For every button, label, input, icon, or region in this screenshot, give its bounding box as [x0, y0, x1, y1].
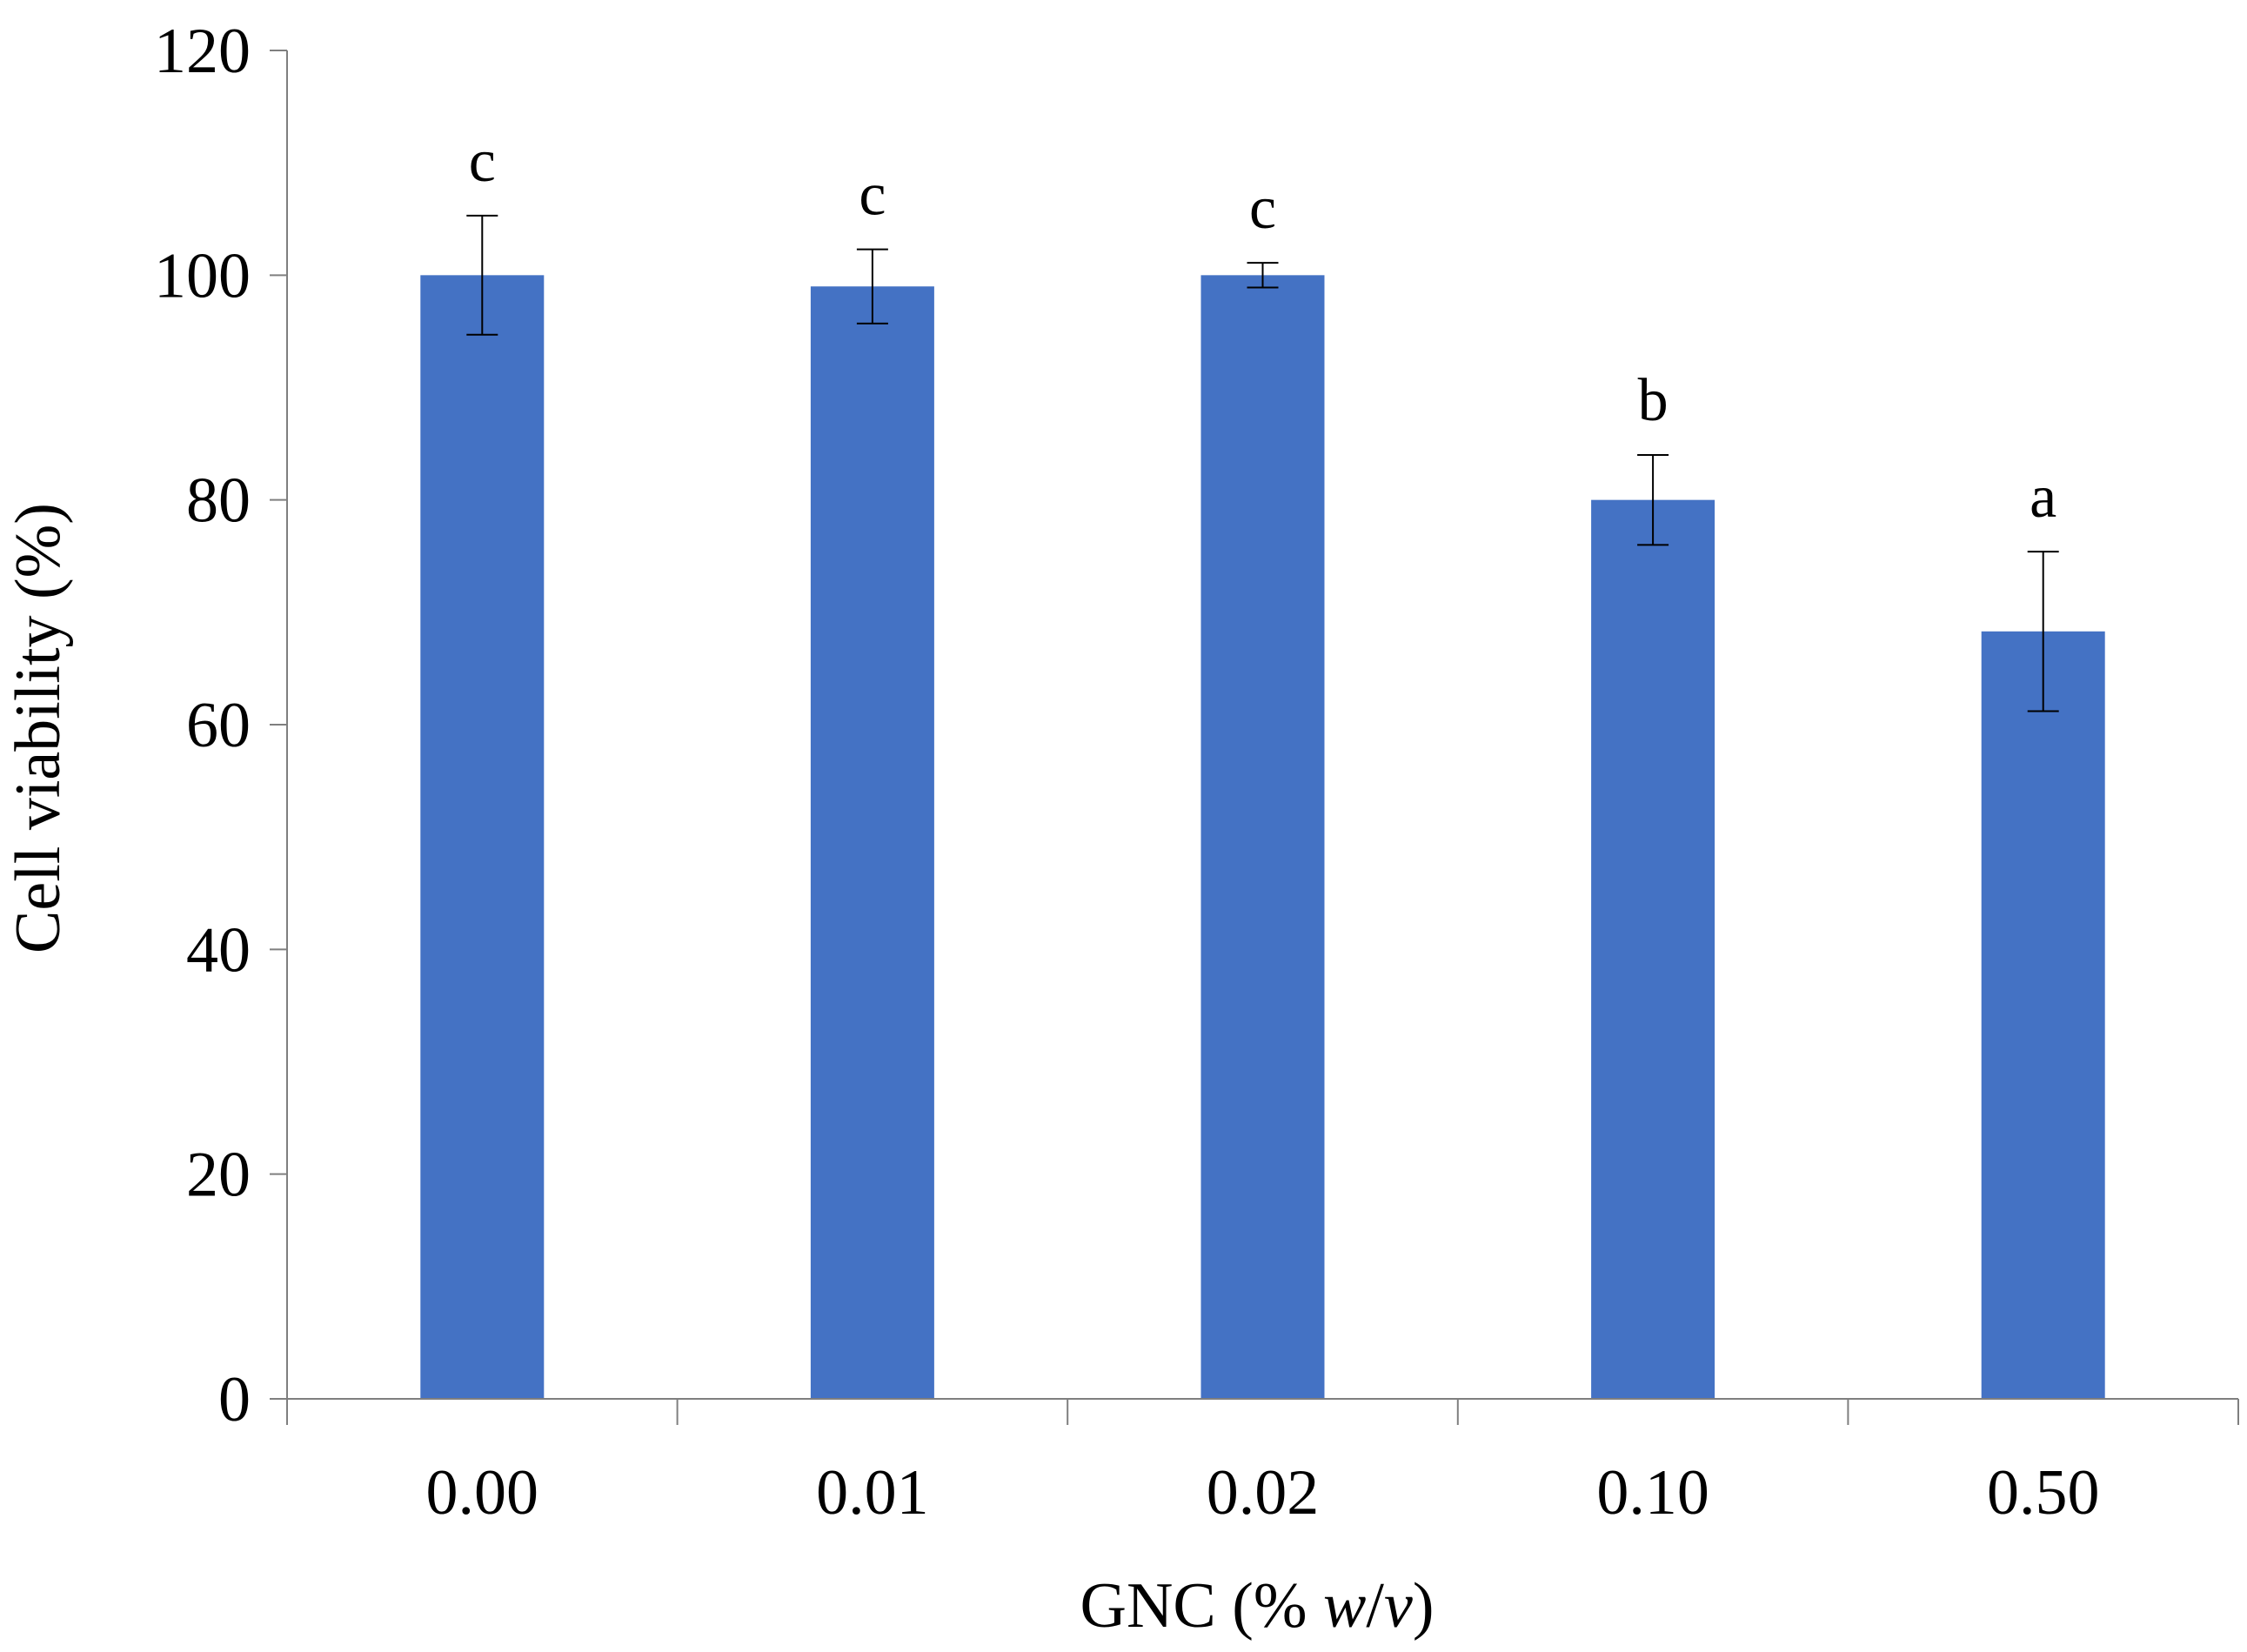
y-tick-label: 0 — [218, 1364, 251, 1435]
significance-label: c — [859, 162, 886, 229]
y-tick-label: 40 — [186, 914, 251, 986]
x-tick-label: 0.00 — [426, 1457, 539, 1528]
x-axis-title-w: w — [1323, 1570, 1366, 1642]
significance-label: c — [1249, 175, 1276, 242]
bar — [1200, 275, 1325, 1399]
x-tick-label: 0.10 — [1596, 1457, 1709, 1528]
ticks-layer — [270, 50, 2239, 1425]
x-axis-title: GNC (% w/v) — [1080, 1570, 1434, 1642]
x-axis-title-slash: / — [1366, 1570, 1384, 1642]
y-tick-label: 20 — [186, 1140, 251, 1211]
x-tick-label: 0.50 — [1987, 1457, 2100, 1528]
significance-label: a — [2030, 464, 2056, 531]
y-tick-label: 100 — [154, 240, 251, 311]
y-axis-title: Cell viability (%) — [3, 503, 74, 953]
labels-layer: 0 20 40 60 80 100 120 c 0.00 c 0.01 c 0.02 b 0.10 a 0.50 — [154, 16, 2099, 1528]
significance-label: c — [469, 128, 496, 195]
x-axis-title-suffix: ) — [1413, 1570, 1434, 1642]
x-tick-label: 0.01 — [816, 1457, 929, 1528]
bars-layer — [420, 275, 2105, 1399]
error-bars-layer — [466, 214, 2059, 712]
significance-label: b — [1638, 367, 1669, 434]
x-tick-label: 0.02 — [1207, 1457, 1320, 1528]
bar — [1591, 499, 1715, 1399]
x-axis-title-v: v — [1384, 1570, 1413, 1642]
y-tick-label: 60 — [186, 690, 251, 761]
bar — [420, 275, 545, 1399]
x-axis-title-prefix: GNC (% — [1080, 1570, 1324, 1642]
bar — [1981, 631, 2105, 1399]
y-tick-label: 80 — [186, 465, 251, 537]
bar — [810, 286, 934, 1399]
y-tick-label: 120 — [154, 16, 251, 87]
